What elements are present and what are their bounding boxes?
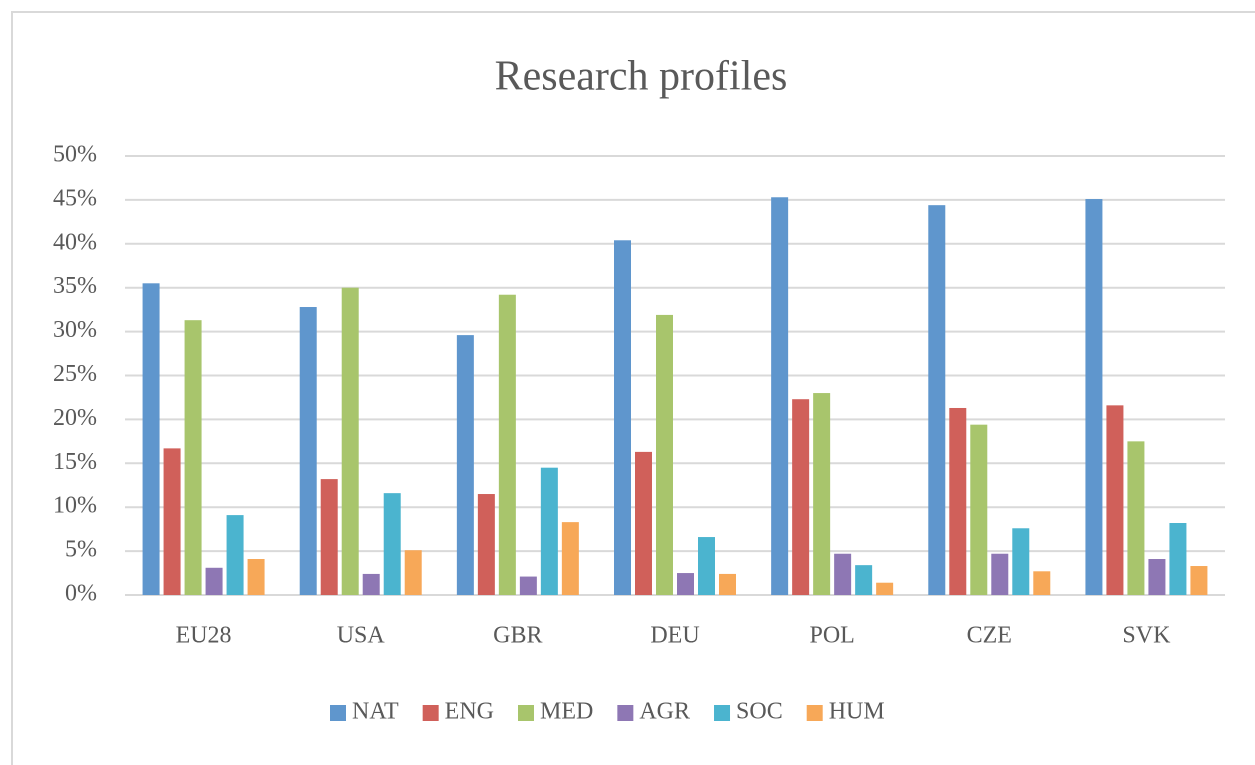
- legend-label: MED: [540, 699, 593, 725]
- x-tick-label: GBR: [493, 623, 542, 649]
- bar: [656, 314, 673, 595]
- bar: [456, 335, 474, 595]
- bar: [320, 479, 338, 595]
- legend-swatch: [714, 705, 731, 721]
- x-tick-label: POL: [809, 623, 854, 649]
- bar: [362, 573, 380, 595]
- y-tick-label: 45%: [53, 185, 97, 211]
- bar: [876, 582, 894, 595]
- bar: [635, 451, 652, 595]
- bar: [1190, 566, 1208, 595]
- bar: [1085, 199, 1103, 595]
- bar: [698, 537, 715, 595]
- bar: [226, 515, 244, 595]
- bar: [383, 493, 401, 595]
- y-tick-label: 5%: [65, 537, 97, 563]
- bar: [299, 307, 317, 595]
- bar: [477, 494, 495, 595]
- bar: [163, 448, 181, 595]
- bar: [771, 197, 789, 596]
- y-tick-label: 20%: [53, 405, 97, 431]
- bar: [519, 576, 537, 595]
- y-tick-label: 50%: [53, 142, 97, 168]
- x-tick-label: SVK: [1122, 623, 1171, 649]
- x-tick-label: USA: [337, 623, 386, 649]
- x-tick-label: CZE: [967, 623, 1012, 649]
- legend-label: AGR: [639, 699, 690, 725]
- bar: [540, 467, 558, 595]
- bar: [1012, 528, 1030, 595]
- bar: [498, 294, 516, 595]
- bar: [404, 550, 422, 595]
- bar: [1148, 559, 1166, 595]
- bar: [855, 565, 873, 595]
- bar: [792, 399, 810, 595]
- x-tick-label: EU28: [176, 623, 232, 649]
- chart-title: Research profiles: [495, 54, 788, 100]
- y-tick-label: 25%: [53, 361, 97, 387]
- y-tick-label: 40%: [53, 229, 97, 255]
- y-tick-label: 15%: [53, 449, 97, 475]
- bar: [205, 567, 223, 595]
- y-tick-label: 30%: [53, 317, 97, 343]
- bar: [719, 573, 736, 595]
- legend-swatch: [330, 705, 346, 721]
- legend-swatch: [617, 705, 634, 721]
- y-tick-label: 0%: [65, 581, 97, 607]
- legend-label: SOC: [736, 699, 783, 725]
- bar: [1127, 441, 1145, 595]
- bar: [813, 393, 831, 595]
- bar: [561, 522, 579, 595]
- bar: [341, 287, 359, 595]
- bar: [677, 573, 694, 595]
- bar: [834, 553, 852, 595]
- bar: [247, 559, 265, 595]
- bar: [928, 205, 946, 595]
- y-tick-label: 35%: [53, 273, 97, 299]
- legend-swatch: [422, 705, 439, 721]
- chart-frame: [11, 11, 1255, 765]
- bar: [614, 240, 631, 595]
- legend-swatch: [518, 705, 534, 721]
- bar: [970, 424, 988, 595]
- legend-label: ENG: [445, 699, 494, 725]
- bar: [184, 320, 202, 595]
- bar: [1169, 523, 1187, 595]
- legend-label: HUM: [829, 699, 885, 725]
- legend-label: NAT: [352, 699, 399, 725]
- bar: [1106, 405, 1124, 595]
- bar: [949, 407, 967, 595]
- bar: [991, 553, 1009, 595]
- legend-swatch: [806, 705, 823, 721]
- bar: [1033, 571, 1051, 595]
- x-tick-label: DEU: [650, 623, 699, 649]
- bar: [142, 283, 160, 595]
- y-tick-label: 10%: [53, 493, 97, 519]
